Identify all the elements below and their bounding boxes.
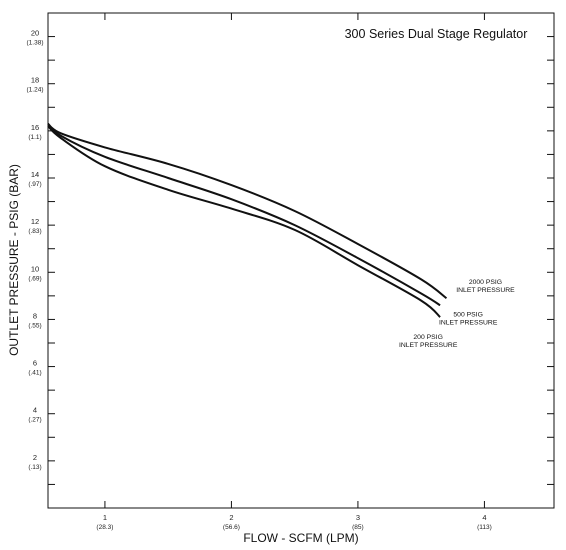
x-tick-label: 2 — [229, 513, 233, 522]
series-line-1 — [47, 123, 441, 307]
series-lines — [47, 123, 448, 318]
y-tick-sublabel: (.83) — [28, 228, 41, 235]
series-label-1: INLET PRESSURE — [439, 319, 498, 326]
y-tick-label: 4 — [33, 406, 37, 415]
series-label-0: 2000 PSIG — [469, 279, 502, 286]
x-tick-label: 4 — [482, 513, 486, 522]
series-label-2: 200 PSIG — [413, 334, 442, 341]
x-tick-sublabel: (113) — [477, 524, 492, 531]
series-label-2: INLET PRESSURE — [399, 342, 458, 349]
x-axis-ticks: 1 (28.3) 2 (56.6) 3 (85) 4 (113) — [96, 13, 492, 531]
plot-frame — [47, 12, 555, 509]
y-tick-sublabel: (1.38) — [27, 40, 44, 47]
series-label-1: 500 PSIG — [453, 311, 482, 318]
y-tick-label: 12 — [31, 217, 39, 226]
y-tick-sublabel: (.97) — [28, 181, 41, 188]
y-axis-ticks: 2 (.13) 4 (.27) 6 (.41) 8 (.55) 10 (.69) 12 (.83) 14… — [27, 12, 554, 485]
series-label-0: INLET PRESSURE — [456, 287, 515, 294]
y-tick-label: 2 — [33, 453, 37, 462]
y-tick-label: 10 — [31, 264, 39, 273]
y-tick-sublabel: (.27) — [28, 417, 41, 424]
x-tick-label: 3 — [356, 513, 360, 522]
x-tick-label: 1 — [103, 513, 107, 522]
x-tick-sublabel: (85) — [352, 524, 364, 531]
y-tick-sublabel: (.55) — [28, 322, 41, 329]
y-tick-sublabel: (.41) — [28, 370, 41, 377]
y-tick-sublabel: (1.1) — [28, 134, 41, 141]
x-tick-sublabel: (28.3) — [96, 524, 113, 531]
y-tick-label: 18 — [31, 76, 39, 85]
y-tick-label: 14 — [31, 170, 39, 179]
y-tick-label: 16 — [31, 123, 39, 132]
y-tick-label: 20 — [31, 29, 39, 38]
y-tick-label: 6 — [33, 359, 37, 368]
series-line-0 — [47, 123, 448, 300]
chart-title: 300 Series Dual Stage Regulator — [345, 27, 528, 41]
series-line-2 — [47, 125, 441, 318]
y-axis-title: OUTLET PRESSURE - PSIG (BAR) — [7, 164, 21, 356]
y-tick-label: 8 — [33, 311, 37, 320]
x-tick-sublabel: (56.6) — [223, 524, 240, 531]
y-tick-sublabel: (.13) — [28, 464, 41, 471]
x-axis-title: FLOW - SCFM (LPM) — [243, 531, 358, 545]
y-tick-sublabel: (.69) — [28, 275, 41, 282]
y-tick-sublabel: (1.24) — [27, 87, 44, 94]
